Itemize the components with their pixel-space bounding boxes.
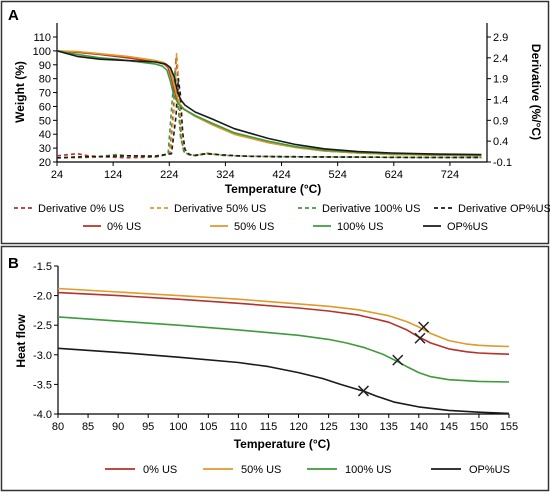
panel-a-y-tick-label: 30 <box>39 143 51 155</box>
transition-marker-100-us <box>392 354 404 366</box>
series-line-derivative-op-us <box>56 77 482 159</box>
series-line-b-op-us <box>57 347 510 415</box>
panel-b-x-tick-label: 130 <box>349 421 367 433</box>
panel-b-letter: B <box>8 255 19 272</box>
legend-label-op-us: OP%US <box>447 221 488 233</box>
panel-b-x-tick-label: 120 <box>289 421 307 433</box>
legend-label-derivative-100-us: Derivative 100% US <box>322 203 420 215</box>
legend-label-0-us: 0% US <box>107 221 141 233</box>
legend-label-derivative-50-us: Derivative 50% US <box>174 203 266 215</box>
panel-b-x-tick-label: 150 <box>470 421 488 433</box>
panel-a-y-tick-label: 70 <box>39 88 51 100</box>
series-line-b-0-us <box>57 291 510 355</box>
panel-a-x-tick-label: 24 <box>51 169 63 181</box>
panel-b-axes: -1.5 -2.0 -2.5 -3.0 -3.5 -4.080 85 90 95 100 105 11… <box>33 261 518 433</box>
panel-b-y-tick-label: -2.0 <box>33 291 52 303</box>
legend-label-50-us: 50% US <box>234 221 274 233</box>
panel-a-y-tick-label: 110 <box>33 32 51 44</box>
panel-a-y-tick-label: 90 <box>39 60 51 72</box>
transition-marker-50-us <box>418 321 430 333</box>
panel-b-x-tick-label: 135 <box>380 421 398 433</box>
panel-a-x-tick-label: 424 <box>272 169 290 181</box>
legend-b-label-100-us: 100% US <box>345 464 391 476</box>
panel-b-x-tick-label: 100 <box>169 421 187 433</box>
panel-b-y-axis-title: Heat flow <box>14 314 28 368</box>
panel-a-x-axis-title: Temperature (°C) <box>225 182 322 196</box>
panel-b-x-tick-label: 155 <box>500 421 518 433</box>
panel-b-x-tick-label: 140 <box>410 421 428 433</box>
panel-b-x-axis-title: Temperature (°C) <box>234 437 331 451</box>
legend-label-100-us: 100% US <box>337 221 383 233</box>
panel-a-legend: Derivative 0% US Derivative 50% US Derivat… <box>14 203 550 233</box>
panel-b-x-tick-label: 105 <box>199 421 217 433</box>
panel-b-frame <box>0 245 550 492</box>
series-line-derivative-100-us <box>56 69 482 159</box>
panel-b-x-tick-label: 95 <box>142 421 154 433</box>
panel-a-letter: A <box>8 7 19 24</box>
panel-a-y2-tick-label: 0.9 <box>493 115 508 127</box>
panel-b-series <box>57 287 510 415</box>
panel-b-y-tick-label: -1.5 <box>33 261 52 273</box>
panel-b-x-tick-label: 145 <box>440 421 458 433</box>
panel-b-x-tick-label: 110 <box>230 421 248 433</box>
legend-b-label-50-us: 50% US <box>241 464 281 476</box>
panel-a-x-tick-label: 524 <box>328 169 346 181</box>
panel-a-y-axis-title: Weight (%) <box>13 61 27 123</box>
panel-b-x-tick-label: 115 <box>260 421 278 433</box>
panel-a-y-tick-label: 60 <box>39 101 51 113</box>
panel-b-x-tick-label: 85 <box>82 421 94 433</box>
panel-b-y-tick-label: -3.5 <box>33 379 52 391</box>
panel-a-y2-tick-label: 1.9 <box>493 74 508 86</box>
panel-a-y2-tick-label: 1.4 <box>493 95 508 107</box>
series-line-0-us <box>56 50 482 157</box>
panel-b-y-tick-label: -3.0 <box>33 350 52 362</box>
panel-b-x-tick-label: 90 <box>112 421 124 433</box>
panel-a-x-tick-label: 124 <box>104 169 122 181</box>
panel-a-y2-tick-label: 2.4 <box>493 53 508 65</box>
panel-a-x-tick-label: 724 <box>441 169 459 181</box>
legend-b-label-op-us: OP%US <box>469 464 510 476</box>
panel-a-y2-axis-title: Derivative (%/°C) <box>529 44 543 140</box>
panel-a-x-tick-label: 324 <box>216 169 234 181</box>
panel-a-y-tick-label: 100 <box>33 46 51 58</box>
panel-a-x-tick-label: 624 <box>385 169 403 181</box>
panel-b-y-tick-label: -2.5 <box>33 320 52 332</box>
transition-marker-op-us <box>357 385 370 397</box>
panel-a-y-tick-label: 20 <box>39 157 51 169</box>
legend-label-derivative-0-us: Derivative 0% US <box>38 203 124 215</box>
panel-b-x-tick-label: 125 <box>319 421 337 433</box>
panel-a-frame <box>0 0 550 245</box>
panel-b-y-tick-label: -4.0 <box>33 409 52 421</box>
transition-marker-0-us <box>414 332 426 344</box>
series-line-50-us <box>56 50 482 157</box>
series-line-100-us <box>56 50 482 156</box>
legend-b-label-0-us: 0% US <box>143 464 177 476</box>
panel-a-y2-tick-label: -0.1 <box>493 157 512 169</box>
panel-b-legend: 0% US 50% US 100% US OP%US <box>105 464 510 476</box>
series-line-op-us <box>56 50 482 156</box>
panel-a-series <box>56 50 482 159</box>
panel-a-y2-tick-label: 2.9 <box>493 32 508 44</box>
series-line-b-50-us <box>57 287 510 348</box>
panel-a-x-tick-label: 224 <box>160 169 178 181</box>
panel-b-x-tick-label: 80 <box>52 421 64 433</box>
panel-a-y-tick-label: 80 <box>39 74 51 86</box>
panel-a-y-tick-label: 40 <box>39 129 51 141</box>
series-line-b-100-us <box>57 316 510 383</box>
legend-label-derivative-op-us: Derivative OP%US <box>458 203 550 215</box>
panel-a-y-tick-label: 50 <box>39 115 51 127</box>
panel-a-y2-tick-label: 0.4 <box>493 136 508 148</box>
